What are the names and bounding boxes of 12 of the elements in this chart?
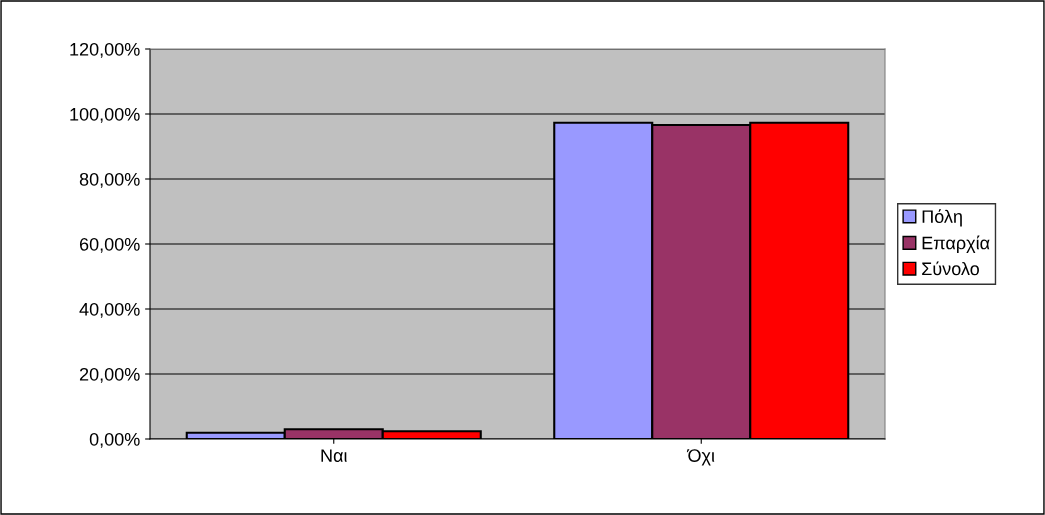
y-tick-label: 20,00% — [79, 367, 140, 383]
legend-label: Πόλη — [922, 209, 962, 227]
legend-label: Σύνολο — [922, 261, 979, 276]
y-tick-label: 40,00% — [79, 302, 140, 318]
y-tick-label: 100,00% — [70, 107, 140, 123]
y-tick-label: 120,00% — [70, 42, 140, 58]
y-tick-label: 60,00% — [79, 237, 140, 253]
y-tick-label: 80,00% — [79, 172, 140, 188]
x-tick-label: Όχι — [686, 449, 715, 466]
y-tick-label: 0,00% — [89, 432, 140, 448]
legend-label: Επαρχία — [922, 235, 990, 253]
x-tick-label: Ναι — [321, 449, 347, 462]
